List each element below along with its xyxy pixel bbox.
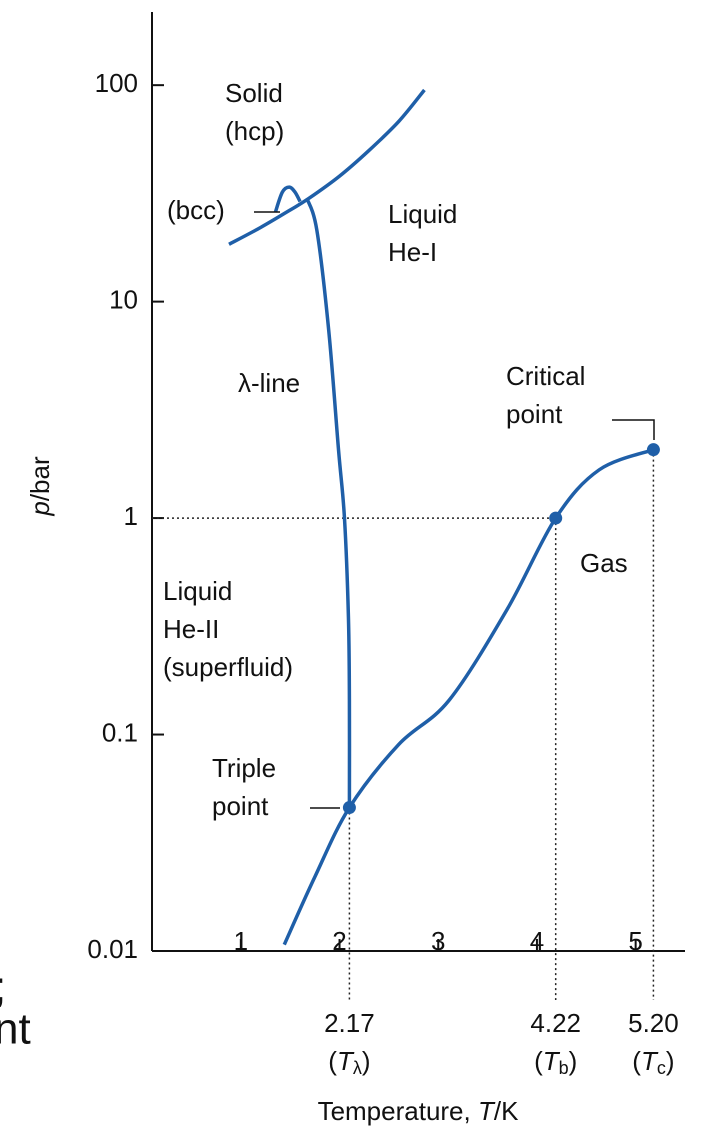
annotation: point: [212, 791, 269, 821]
annotation: Critical: [506, 361, 585, 391]
phase-boundary: [273, 185, 302, 213]
annotation: Triple: [212, 753, 276, 783]
temperature-label: 2.17: [324, 1008, 375, 1038]
annotation: (hcp): [225, 116, 284, 146]
text-fragment: ;: [0, 963, 6, 1012]
y-axis-title: p/bar: [25, 456, 55, 517]
symbol-part: (: [534, 1046, 543, 1076]
annotation: Liquid: [163, 576, 232, 606]
symbol-part: λ: [353, 1058, 362, 1078]
symbol-part: ): [362, 1046, 371, 1076]
y-title-part: /bar: [25, 456, 55, 501]
symbol-part: T: [337, 1046, 355, 1076]
symbol-part: ): [569, 1046, 578, 1076]
annotation: (bcc): [167, 195, 225, 225]
y-tick-label: 10: [109, 284, 138, 314]
x-tick-label: 2: [332, 926, 346, 956]
y-tick-label: 0.01: [87, 934, 138, 964]
temperature-symbol: (Tc): [632, 1046, 674, 1078]
annotation: point: [506, 399, 563, 429]
x-tick-label: 5: [628, 926, 642, 956]
annotation: He-II: [163, 614, 219, 644]
temperature-label: 4.22: [530, 1008, 581, 1038]
annotation: He-I: [388, 237, 437, 267]
symbol-part: (: [632, 1046, 641, 1076]
x-title-part: /K: [494, 1096, 519, 1126]
phase-boundary: [228, 88, 426, 246]
special-point: [549, 511, 563, 525]
y-title-part: p: [25, 501, 55, 516]
x-axis-title: Temperature, T/K: [318, 1096, 520, 1126]
x-tick-label: 1: [234, 926, 248, 956]
x-title-part: Temperature,: [318, 1096, 478, 1126]
x-tick-label: 3: [431, 926, 445, 956]
x-title-part: T: [478, 1096, 496, 1126]
symbol-part: ): [666, 1046, 675, 1076]
x-tick-label: 4: [530, 926, 544, 956]
temperature-label: 5.20: [628, 1008, 679, 1038]
phase-boundary: [282, 448, 655, 946]
special-point: [342, 801, 356, 815]
annotation: Gas: [580, 548, 628, 578]
symbol-part: T: [641, 1046, 659, 1076]
special-point: [646, 443, 660, 457]
symbol-part: c: [657, 1058, 666, 1078]
temperature-symbol: (Tλ): [328, 1046, 370, 1078]
leader-line: [612, 419, 655, 440]
y-tick-label: 0.1: [102, 717, 138, 747]
text-fragment: nt: [0, 1005, 31, 1054]
annotation: λ-line: [238, 368, 300, 398]
y-tick-label: 1: [124, 501, 138, 531]
y-tick-label: 100: [95, 68, 138, 98]
annotation: (superfluid): [163, 652, 293, 682]
symbol-part: (: [328, 1046, 337, 1076]
phase-boundary: [305, 197, 352, 808]
temperature-symbol: (Tb): [534, 1046, 577, 1078]
symbol-part: b: [559, 1058, 569, 1078]
annotation: Liquid: [388, 199, 457, 229]
annotation: Solid: [225, 78, 283, 108]
symbol-part: T: [543, 1046, 561, 1076]
